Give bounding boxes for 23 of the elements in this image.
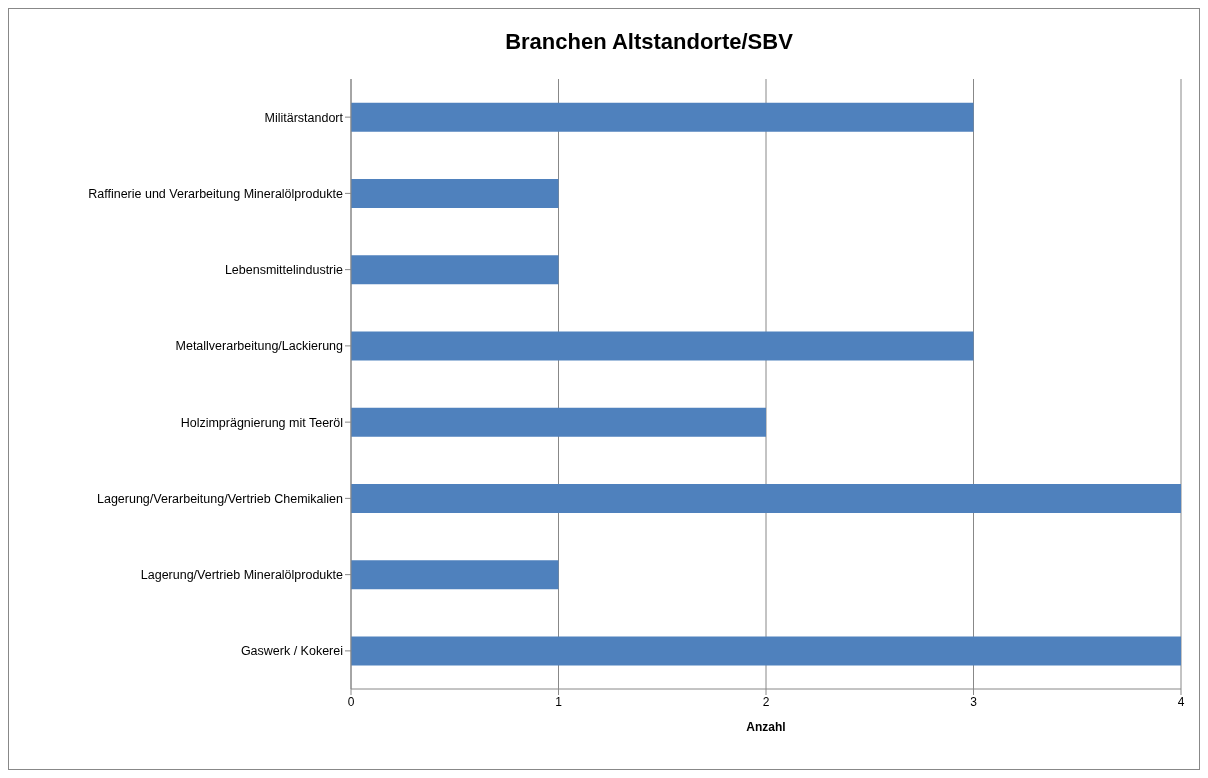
bar	[351, 407, 766, 437]
bar	[351, 636, 1181, 666]
x-tick-label: 0	[347, 694, 355, 709]
bar	[351, 483, 1181, 513]
x-tick-label: 4	[1177, 694, 1185, 709]
bar	[351, 102, 974, 132]
y-tick-label: Militärstandort	[264, 110, 344, 125]
bar	[351, 331, 974, 361]
y-tick-label: Metallverarbeitung/Lackierung	[175, 339, 344, 354]
y-tick-label: Raffinerie und Verarbeitung Mineralölprodukte	[88, 186, 344, 201]
x-tick-label: 3	[970, 694, 978, 709]
bar	[351, 255, 559, 285]
x-axis-title: Anzahl	[746, 720, 786, 734]
y-tick-label: Lebensmittelindustrie	[224, 263, 344, 278]
y-tick-label: Lagerung/Verarbeitung/Vertrieb Chemikalien	[97, 491, 344, 506]
y-tick-label: Gaswerk / Kokerei	[240, 644, 343, 659]
bar	[351, 560, 559, 590]
x-tick-label: 2	[762, 694, 770, 709]
bar	[351, 178, 559, 208]
y-tick-label: Lagerung/Vertrieb Mineralölprodukte	[140, 568, 344, 583]
x-tick-label: 1	[555, 694, 563, 709]
chart-title: Branchen Altstandorte/SBV	[504, 29, 794, 56]
y-tick-label: Holzimprägnierung mit Teeröl	[180, 415, 343, 430]
